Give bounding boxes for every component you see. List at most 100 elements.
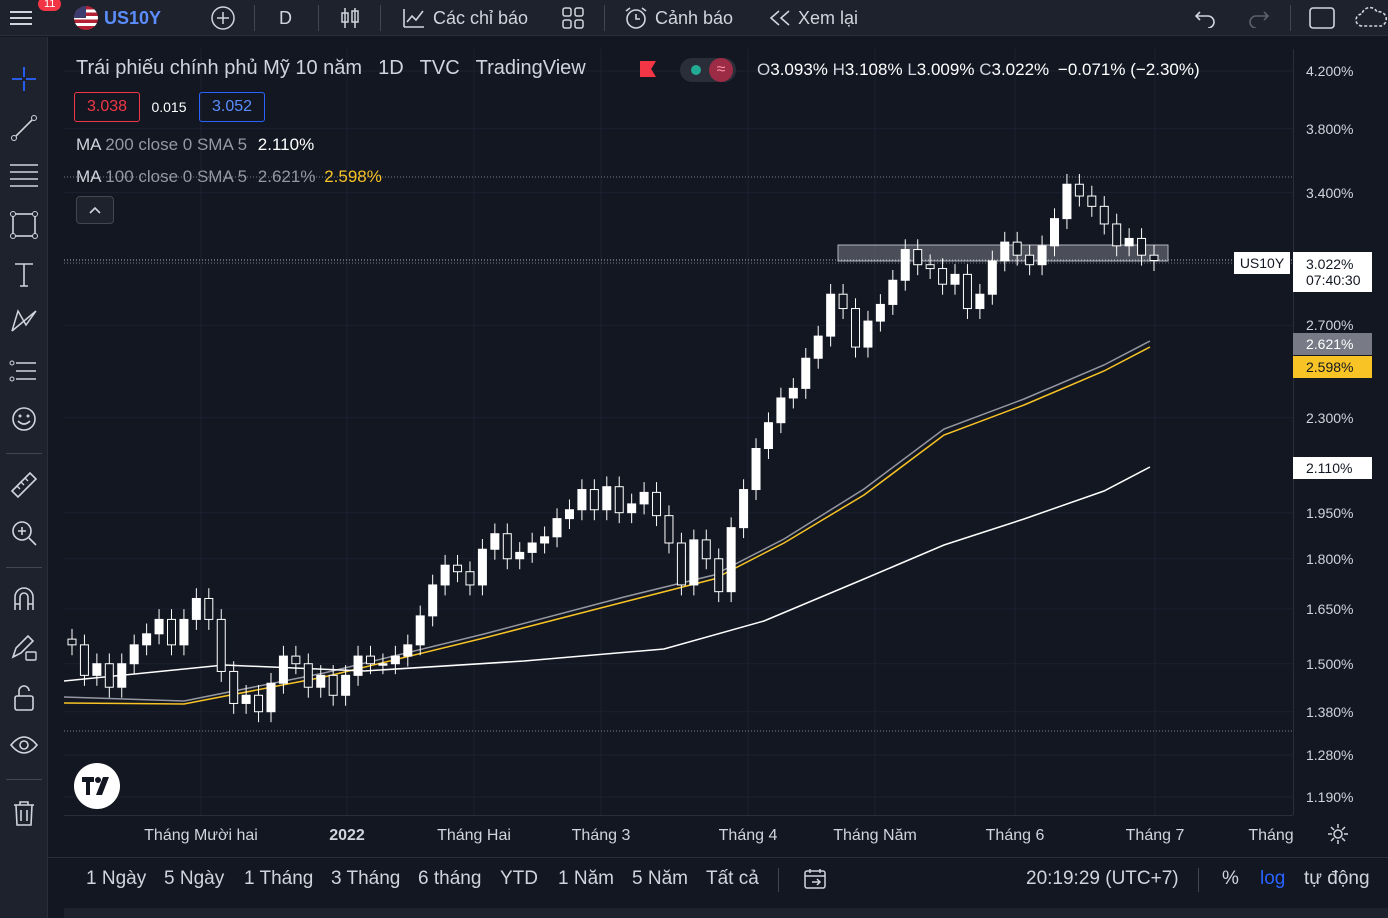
icons-tool[interactable]	[8, 403, 40, 435]
chart-legend-title[interactable]: Trái phiếu chính phủ Mỹ 10 năm 1D TVC Tr…	[76, 57, 586, 80]
timezone-clock[interactable]: 20:19:29 (UTC+7)	[1026, 868, 1179, 889]
percent-scale-toggle[interactable]: %	[1222, 868, 1239, 889]
price-axis-label: 1.800%	[1306, 550, 1354, 567]
ma100-legend[interactable]: MA 100 close 0 SMA 5 2.621% 2.598%	[76, 167, 382, 186]
go-to-date-button[interactable]	[802, 866, 828, 898]
measure-tool[interactable]	[8, 469, 40, 501]
lock-drawing-tool[interactable]	[8, 632, 40, 664]
candle-body	[92, 663, 102, 676]
chart-type-button[interactable]	[338, 0, 362, 36]
change-value: −0.071% (−2.30%)	[1057, 60, 1200, 79]
candle-body	[1000, 241, 1010, 262]
ma200-legend[interactable]: MA 200 close 0 SMA 5 2.110%	[76, 135, 315, 154]
candle-body	[676, 542, 686, 586]
crosshair-tool[interactable]	[8, 63, 40, 95]
zoom-tool[interactable]	[8, 517, 40, 549]
candle-body	[104, 663, 114, 688]
candle-body	[1062, 183, 1072, 220]
symbol-search-button[interactable]: US10Y	[74, 0, 161, 36]
magnet-tool[interactable]	[8, 583, 40, 615]
candle-body	[851, 308, 861, 348]
layouts-button[interactable]	[561, 0, 585, 36]
ma100-gray-value: 2.621%	[257, 167, 316, 186]
remove-drawings-tool[interactable]	[8, 797, 40, 829]
replay-label: Xem lại	[798, 7, 859, 28]
undo-button[interactable]	[1194, 0, 1218, 36]
range-5y[interactable]: 5 Năm	[632, 868, 688, 889]
patterns-tool[interactable]	[8, 305, 40, 337]
shapes-tool[interactable]	[8, 209, 40, 241]
hide-drawings-tool[interactable]	[8, 729, 40, 761]
price-axis-label: 1.950%	[1306, 504, 1354, 521]
sell-price-button[interactable]: 3.038	[74, 92, 140, 122]
collapse-legend-button[interactable]	[76, 196, 114, 224]
alerts-button[interactable]: Cảnh báo	[623, 0, 733, 36]
chart-settings-button[interactable]	[1326, 822, 1350, 851]
text-tool[interactable]	[8, 258, 40, 290]
auto-scale-toggle[interactable]: tự động	[1304, 868, 1370, 889]
range-1d[interactable]: 1 Ngày	[86, 868, 147, 889]
ma200-value: 2.110%	[257, 135, 315, 154]
replay-button[interactable]: Xem lại	[768, 0, 858, 36]
alerts-label: Cảnh báo	[655, 7, 734, 28]
candle-body	[465, 571, 475, 586]
cloud-save-button[interactable]	[1354, 0, 1388, 36]
candle-body	[291, 655, 301, 665]
candle-body	[652, 491, 662, 517]
lock-all-tool[interactable]	[8, 682, 40, 714]
candle-body	[453, 564, 463, 573]
candle-body	[229, 670, 239, 704]
trendline-tool[interactable]	[8, 112, 40, 144]
range-3m[interactable]: 3 Tháng	[331, 868, 401, 889]
indicators-button[interactable]: Các chỉ báo	[401, 0, 528, 36]
redo-icon	[1249, 11, 1270, 28]
bar-countdown: 07:40:30	[1306, 272, 1361, 288]
candle-body	[216, 618, 226, 672]
ma200-white-line	[64, 466, 1151, 682]
candle-body	[415, 615, 425, 646]
buy-price-button[interactable]: 3.052	[199, 92, 265, 122]
pencil-lock-icon	[11, 634, 37, 661]
range-6m[interactable]: 6 tháng	[418, 868, 482, 889]
forecast-tool[interactable]	[8, 355, 40, 387]
candle-body	[602, 486, 612, 511]
ma100-yellow-value: 2.598%	[324, 167, 382, 186]
interval-button[interactable]: D	[279, 0, 292, 36]
time-label: Tháng Hai	[437, 827, 511, 844]
horizontal-lines-icon	[10, 164, 38, 187]
time-label: 2022	[329, 827, 365, 844]
candle-body	[490, 533, 500, 550]
rewind-icon	[769, 10, 790, 26]
candle-body	[365, 655, 375, 665]
log-scale-toggle[interactable]: log	[1260, 868, 1286, 889]
pattern-icon	[11, 309, 37, 332]
redo-button[interactable]	[1246, 0, 1270, 36]
cloud-icon	[1355, 6, 1388, 27]
tradingview-logo[interactable]	[74, 763, 120, 809]
price-axis-label: 3.400%	[1306, 184, 1354, 201]
price-chart[interactable]	[64, 49, 1293, 815]
menu-button[interactable]: 11	[8, 0, 62, 36]
legend-source: TradingView	[475, 57, 586, 79]
legend-exchange: TVC	[419, 57, 460, 79]
candle-body	[1087, 195, 1097, 207]
time-axis[interactable]: Tháng Mười hai 2022 Tháng Hai Tháng 3 Th…	[64, 815, 1294, 857]
range-5d[interactable]: 5 Ngày	[164, 868, 225, 889]
range-1m[interactable]: 1 Tháng	[244, 868, 314, 889]
fib-tool[interactable]	[8, 159, 40, 191]
candle-body	[1124, 237, 1134, 247]
flag-icon[interactable]	[640, 61, 656, 77]
candle-body	[900, 249, 910, 281]
range-ytd[interactable]: YTD	[500, 868, 538, 889]
compare-button[interactable]	[210, 0, 236, 36]
price-axis-label: 1.380%	[1306, 703, 1354, 720]
market-status-pill[interactable]: ≈	[680, 58, 736, 82]
candle-body	[1074, 183, 1084, 197]
fullscreen-button[interactable]	[1308, 0, 1336, 36]
price-axis[interactable]	[1293, 49, 1388, 815]
range-all[interactable]: Tất cả	[706, 868, 759, 889]
range-1y[interactable]: 1 Năm	[558, 868, 614, 889]
candle-body	[316, 674, 326, 688]
wave-icon: ≈	[709, 58, 733, 82]
candle-body	[664, 515, 674, 544]
